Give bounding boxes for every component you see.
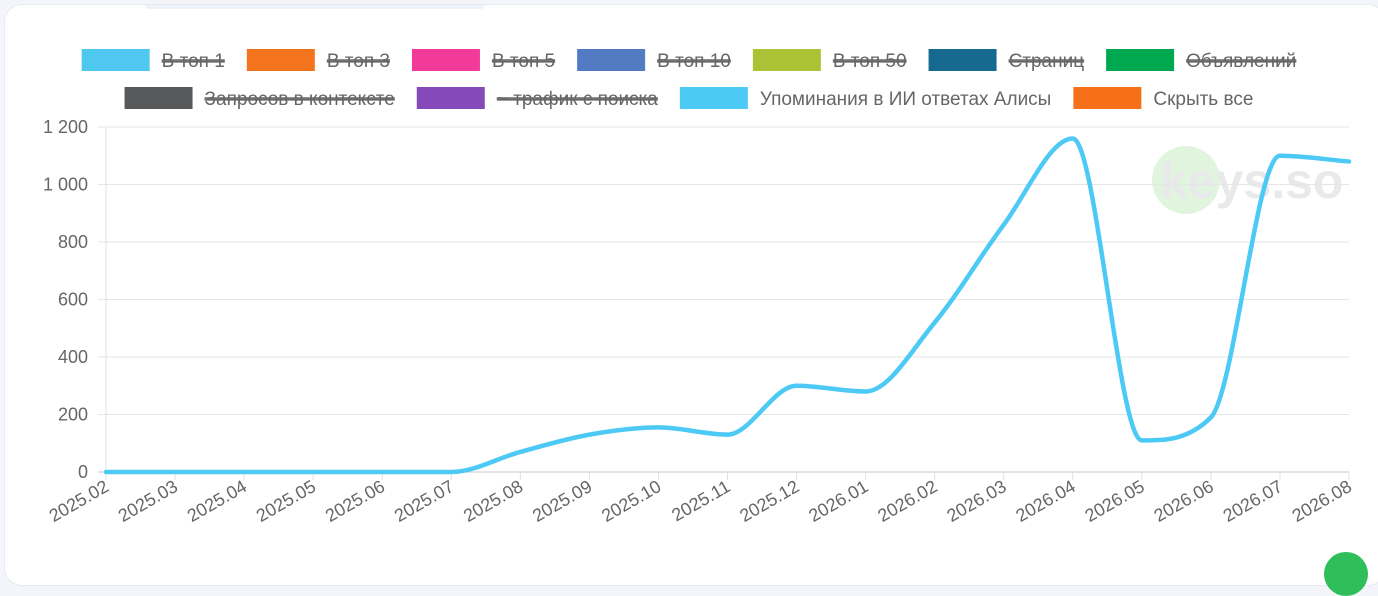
legend-swatch [417,87,485,109]
x-tick-label: 2025.06 [322,476,388,526]
legend-label: Запросов в контексте [205,89,395,110]
legend-swatch [753,49,821,71]
legend-label: В топ 5 [492,51,555,72]
legend-item[interactable]: В топ 1 [82,49,225,72]
x-tick-label: 2025.09 [529,476,595,526]
x-tick-label: 2026.05 [1081,476,1147,526]
y-tick-label: 600 [58,290,88,310]
legend-item[interactable]: Объявлений [1106,49,1296,72]
x-tick-label: 2026.02 [874,476,940,526]
x-tick-label: 2025.03 [115,476,181,526]
y-tick-label: 1 200 [43,117,88,137]
x-tick-label: 2025.04 [184,476,250,526]
legend-item[interactable]: В топ 3 [247,49,390,72]
legend-item[interactable]: ~ трафик с поиска [417,87,659,110]
legend-swatch [680,87,748,109]
y-tick-label: 1 000 [43,175,88,195]
legend-swatch [577,49,645,71]
legend-label: Объявлений [1186,51,1296,72]
x-tick-label: 2025.11 [668,476,733,525]
legend-swatch [82,49,150,71]
x-tick-label: 2026.03 [943,476,1009,526]
legend-item[interactable]: Скрыть все [1073,87,1253,110]
legend-label: Упоминания в ИИ ответах Алисы [760,89,1051,110]
legend-swatch [125,87,193,109]
x-tick-label: 2026.04 [1012,476,1078,526]
y-tick-label: 800 [58,232,88,252]
x-tick-label: 2025.05 [253,476,319,526]
legend-item[interactable]: В топ 5 [412,49,555,72]
x-tick-label: 2026.07 [1220,476,1286,526]
x-tick-label: 2025.12 [736,476,802,526]
legend-item[interactable]: Упоминания в ИИ ответах Алисы [680,87,1051,110]
x-tick-label: 2025.07 [391,476,457,526]
legend-item[interactable]: В топ 10 [577,49,731,72]
legend-item[interactable]: В топ 50 [753,49,907,72]
chat-widget-button[interactable] [1324,552,1368,596]
x-tick-label: 2026.08 [1289,476,1355,526]
y-tick-label: 400 [58,347,88,367]
legend-label: В топ 10 [657,51,731,72]
x-tick-label: 2025.10 [598,476,664,526]
watermark-text: keys.so [1160,153,1343,209]
legend-item[interactable]: Запросов в контексте [125,87,395,110]
legend-label: ~ трафик с поиска [497,89,659,110]
legend-item[interactable]: Страниц [929,49,1085,72]
y-tick-label: 200 [58,405,88,425]
legend-swatch [929,49,997,71]
legend-label: Скрыть все [1153,89,1253,110]
legend-swatch [1106,49,1174,71]
legend-label: В топ 50 [833,51,907,72]
legend-swatch [247,49,315,71]
x-tick-label: 2025.02 [46,476,112,526]
x-tick-label: 2026.06 [1151,476,1217,526]
legend-swatch [1073,87,1141,109]
x-tick-label: 2026.01 [805,476,871,526]
legend-label: В топ 3 [327,51,390,72]
x-tick-label: 2025.08 [460,476,526,526]
legend-swatch [412,49,480,71]
legend-label: В топ 1 [162,51,225,72]
y-tick-label: 0 [78,462,88,482]
legend-label: Страниц [1009,51,1085,72]
